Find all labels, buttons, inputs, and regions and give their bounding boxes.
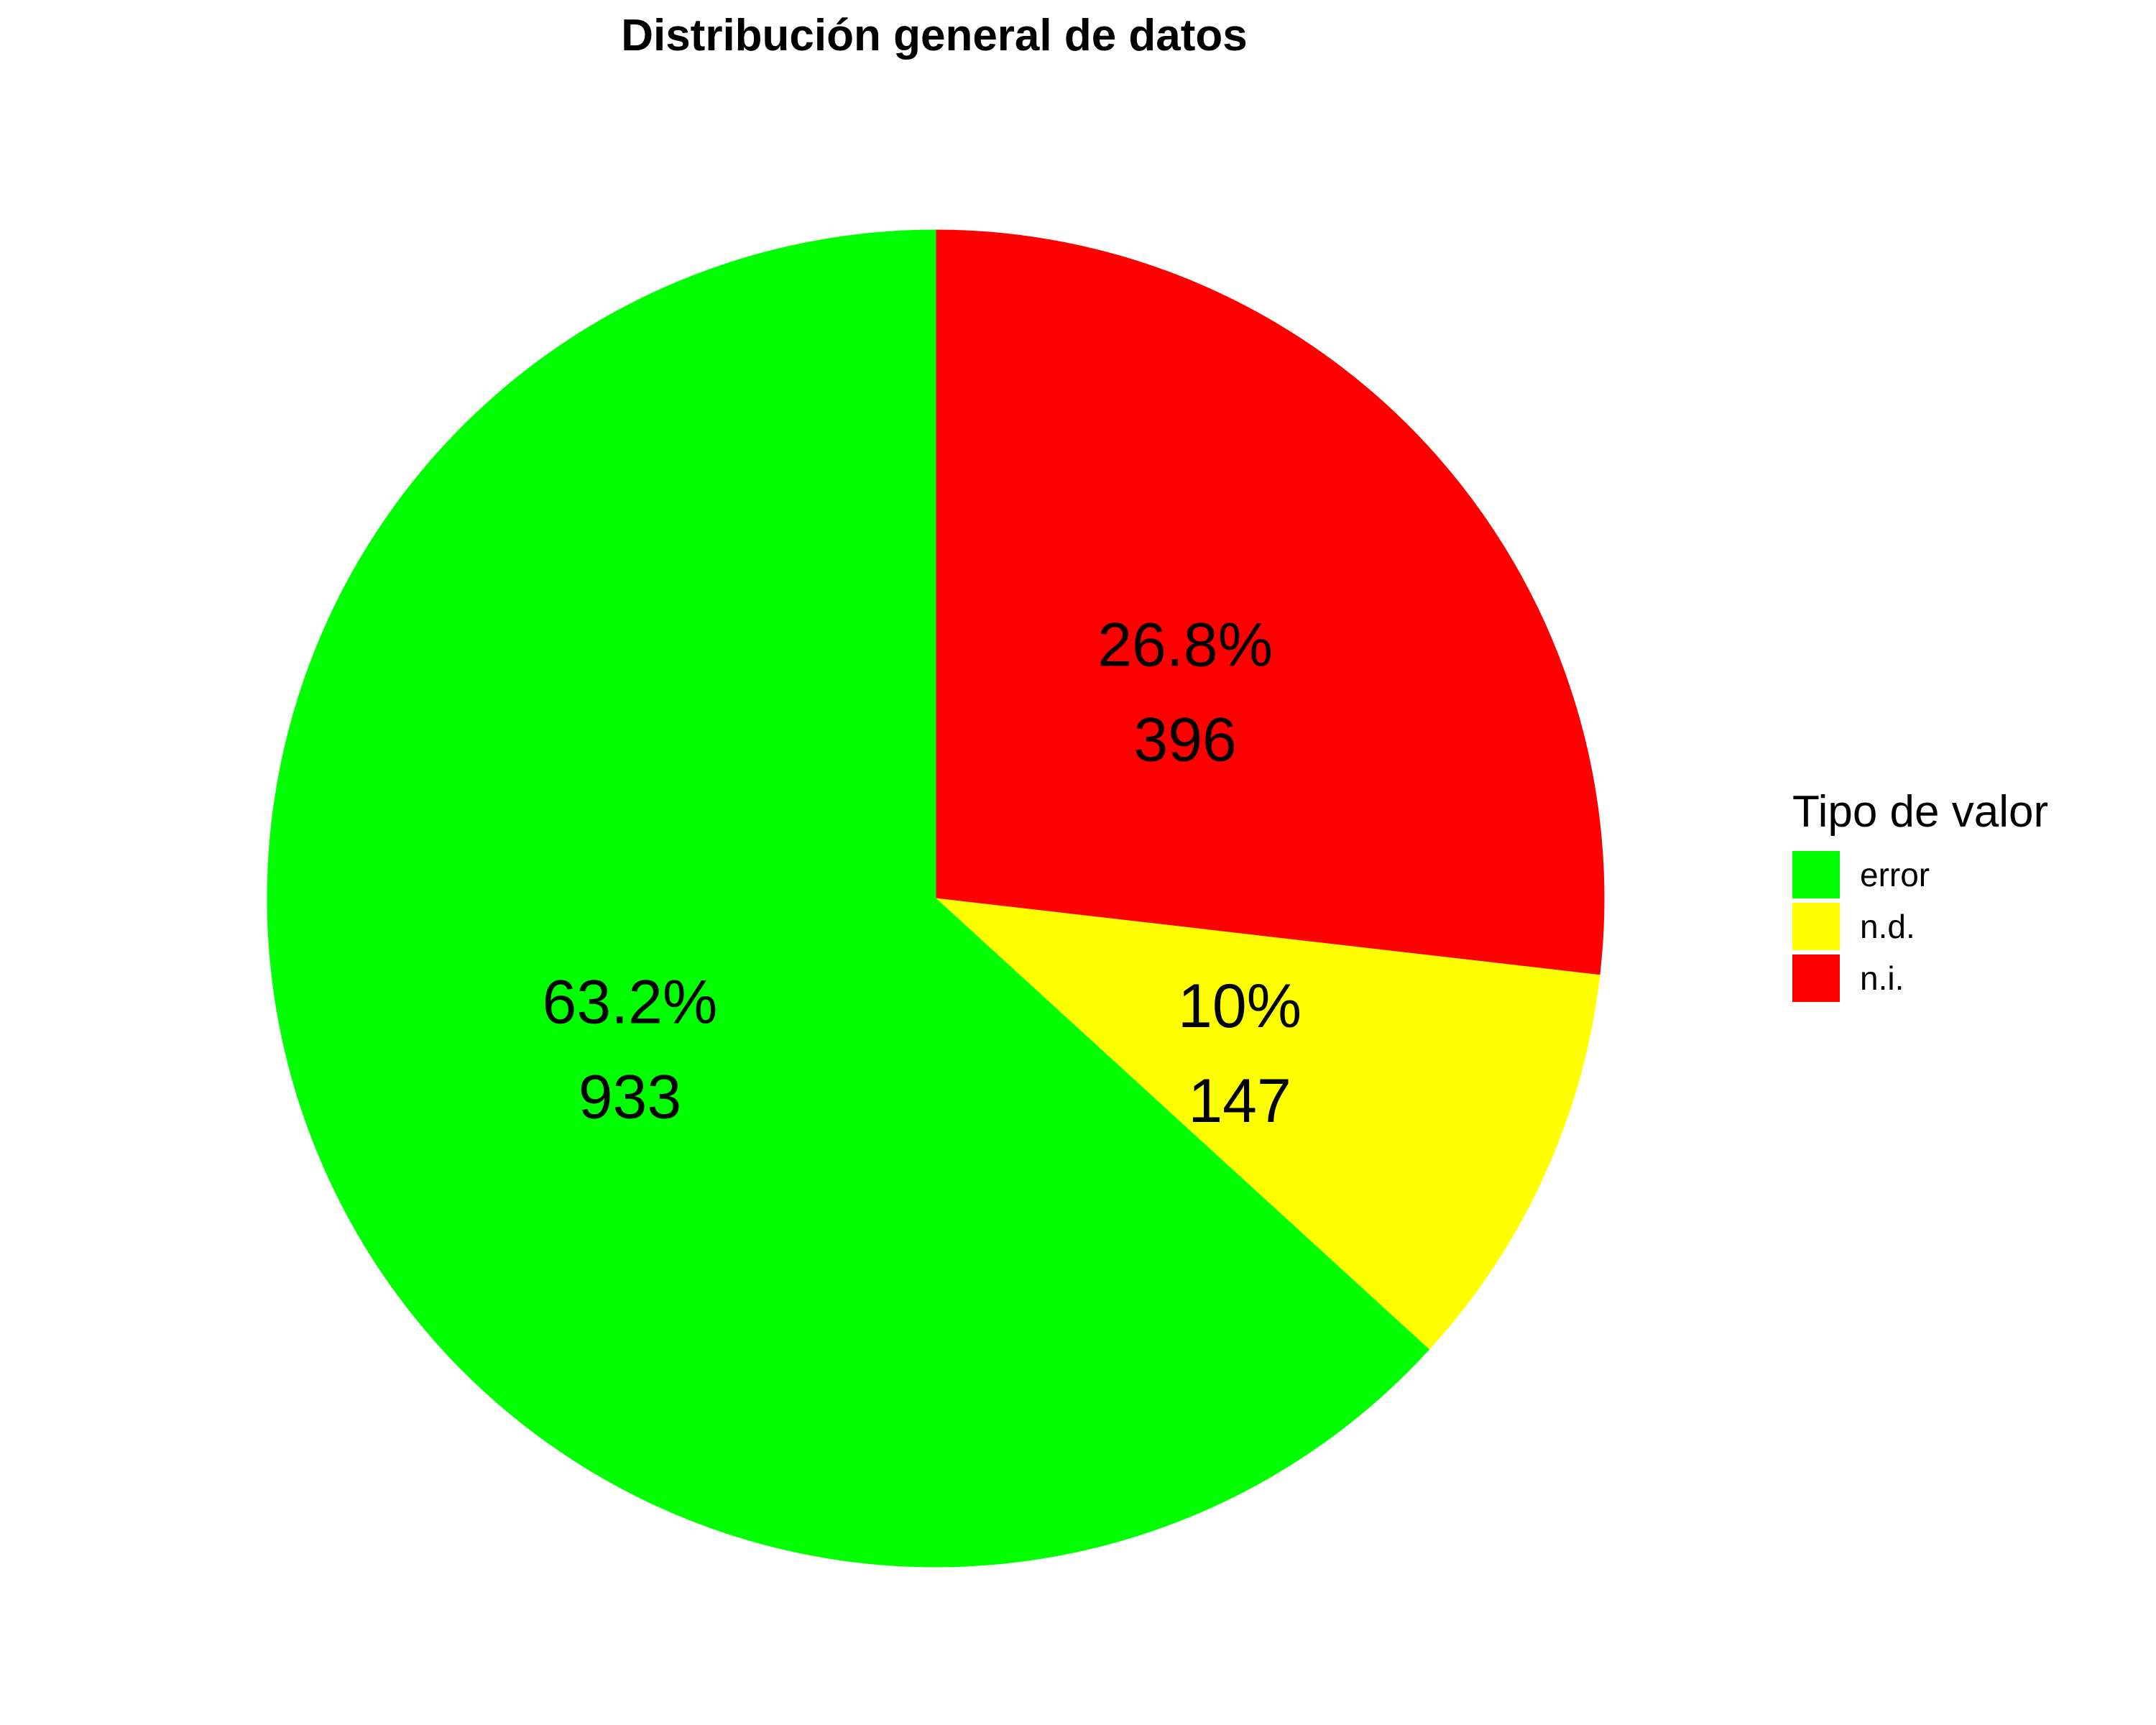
- legend-title: Tipo de valor: [1792, 787, 2049, 837]
- chart-title: Distribución general de datos: [621, 11, 1248, 60]
- pie-slice-ni: [935, 229, 1605, 976]
- pie-labels: 26.8% 396 10% 147 63.2% 933: [543, 611, 1302, 1136]
- slice-percent-label: 10%: [1178, 972, 1302, 1041]
- slice-percent-label: 26.8%: [1097, 611, 1273, 680]
- legend-label: n.i.: [1860, 960, 1904, 997]
- slice-percent-label: 63.2%: [543, 968, 718, 1037]
- legend-item: error: [1792, 849, 2137, 901]
- pie-slices: [267, 229, 1605, 1568]
- pie-slice-nd: [934, 898, 1600, 1351]
- legend-item: n.i.: [1792, 952, 2137, 1004]
- legend-swatch: [1792, 851, 1840, 898]
- pie-slice-error: [267, 229, 1430, 1568]
- slice-count-label: 933: [579, 1063, 682, 1132]
- slice-count-label: 396: [1133, 706, 1237, 775]
- legend-label: error: [1860, 856, 1930, 893]
- legend-swatch: [1792, 954, 1840, 1002]
- legend-items: error n.d. n.i.: [1792, 849, 2137, 1004]
- slice-count-label: 147: [1188, 1067, 1291, 1136]
- legend-label: n.d.: [1860, 908, 1915, 945]
- legend-swatch: [1792, 903, 1840, 950]
- legend: Tipo de valor error n.d. n.i.: [1792, 780, 2137, 1004]
- legend-item: n.d.: [1792, 901, 2137, 952]
